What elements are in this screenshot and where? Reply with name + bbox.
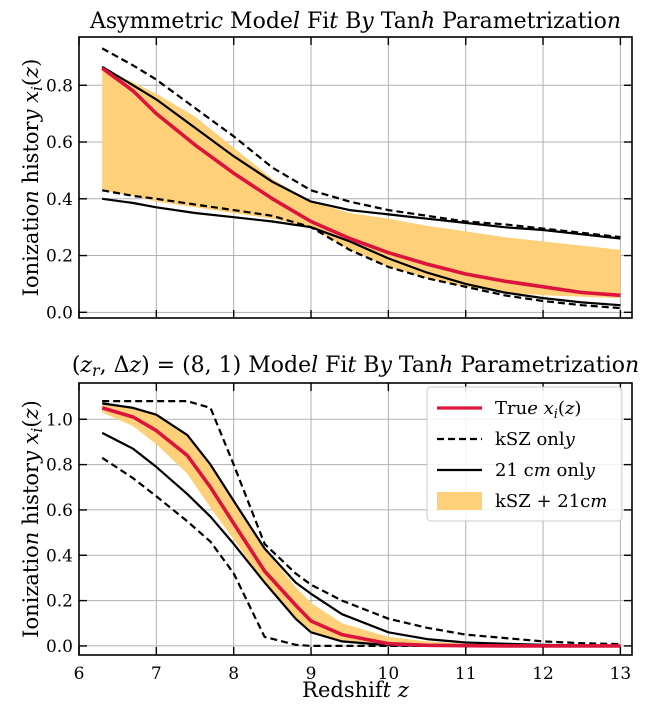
legend-item: True xi​(z) [437,398,581,422]
chart-panel-1: 0.0 0.2 0.4 0.6 0.8 Asymmetric Model Fit By T… [19,9,633,323]
x-tick-label: 7 [151,664,162,684]
series-line-3 [101,65,621,240]
series-line-1 [102,400,621,646]
x-tick-label: 8 [228,664,239,684]
plot-frame [78,382,633,656]
x-tick-label: 12 [532,664,554,684]
series-line-0 [101,66,621,298]
y-tick-label: 0.6 [46,501,73,521]
chart-title: (zr​, Δz) = (8, 1) Model Fit By Tanh Par… [72,353,639,380]
legend-swatch-band [437,492,482,510]
legend-label: 21 cm only [495,460,596,481]
y-tick-label: 0.2 [46,247,73,267]
series-line-4 [102,197,621,307]
x-tick-label: 10 [378,664,400,684]
series-line-2 [102,189,621,310]
y-tick-label: 0.4 [46,190,73,210]
y-tick-label: 0.0 [46,303,73,323]
plot-frame [78,36,633,319]
legend-label: kSZ + 21cm [495,491,607,512]
legend-box [426,386,623,522]
legend-item: kSZ + 21cm [437,491,607,512]
legend-label: True xi​(z) [495,398,581,422]
legend: True xi​(z) kSZ only 21 cm only kSZ + 21cm [426,386,623,522]
y-tick-label: 0.0 [46,637,73,657]
y-tick-label: 0.4 [46,546,73,566]
series-line-0 [101,406,621,648]
series-line-1 [101,47,621,239]
y-axis-label: Ionization history xi​(z) [19,400,46,638]
legend-label: kSZ only [495,429,576,450]
y-tick-label: 1.0 [46,410,73,430]
x-tick-label: 11 [455,664,477,684]
band-kSZ-21cm [102,68,621,299]
y-tick-label: 0.2 [46,592,73,612]
legend-item: 21 cm only [437,460,596,481]
y-tick-label: 0.8 [46,76,73,96]
y-tick-label: 0.6 [46,133,73,153]
x-tick-label: 6 [74,664,85,684]
x-axis-label: Redshift z [302,678,410,702]
y-tick-label: 0.8 [46,456,73,476]
x-tick-label: 13 [610,664,632,684]
chart-title: Asymmetric Model Fit By Tanh Parametriza… [89,9,621,34]
legend-item: kSZ only [437,429,576,450]
y-axis-label: Ionization history xi​(z) [19,59,46,297]
x-tick-label: 9 [306,664,317,684]
chart-panel-2: 0.0 0.2 0.4 0.6 0.8 1.0 6 7 8 9 10 11 12 13 (zr​, Δz) … [19,353,639,702]
series-line-3 [102,402,621,647]
